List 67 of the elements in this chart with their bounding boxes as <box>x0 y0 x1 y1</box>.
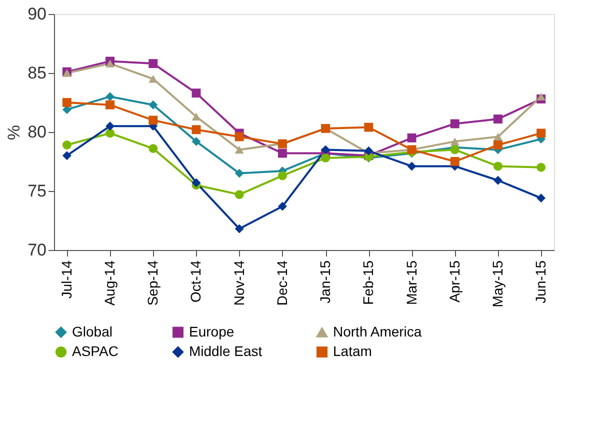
point <box>106 100 115 110</box>
point <box>234 146 244 154</box>
point <box>493 114 502 124</box>
x-tick-label: May-15 <box>489 260 506 308</box>
y-tick-label: 75 <box>28 182 46 200</box>
x-tick-label: Jul-14 <box>58 260 74 299</box>
point <box>234 190 244 200</box>
point <box>536 92 546 100</box>
x-tick-label: Oct-14 <box>188 260 204 303</box>
point <box>536 128 546 138</box>
point <box>192 178 201 188</box>
point <box>106 92 115 102</box>
legend-label: Europe <box>189 323 234 340</box>
point <box>450 138 460 146</box>
point <box>234 224 244 234</box>
point <box>364 122 374 132</box>
x-tick-label: Feb-15 <box>360 260 376 305</box>
x-tick-label: Jun-15 <box>532 260 549 304</box>
x-tick-label: Sep-14 <box>144 260 161 306</box>
x-tick-label: Aug-14 <box>102 260 118 306</box>
point <box>493 140 502 150</box>
point <box>192 88 201 98</box>
point <box>148 100 158 110</box>
y-tick-label: 85 <box>28 64 46 82</box>
legend-label: Global <box>72 323 112 340</box>
point <box>106 122 115 131</box>
point <box>148 59 158 68</box>
point <box>364 146 374 156</box>
y-tick-label: 90 <box>28 4 46 24</box>
point <box>450 145 460 154</box>
point <box>278 202 287 211</box>
point <box>192 136 201 146</box>
point <box>106 60 115 68</box>
x-tick-label: Jan-15 <box>317 260 334 304</box>
point <box>407 133 416 142</box>
y-axis-title: % <box>4 124 24 140</box>
y-tick-label: 80 <box>28 122 46 142</box>
point <box>536 162 546 172</box>
x-tick-label: Apr-15 <box>446 260 462 303</box>
point <box>62 140 72 150</box>
legend-label: Latam <box>333 343 372 359</box>
point <box>234 168 244 178</box>
legend-label: North America <box>333 324 422 340</box>
x-tick-label: Nov-14 <box>230 260 247 306</box>
point <box>493 176 502 185</box>
point <box>62 98 72 107</box>
point <box>278 148 287 158</box>
point <box>321 153 330 162</box>
point <box>407 162 416 171</box>
point <box>192 125 201 134</box>
legend-label: ASPAC <box>72 343 118 359</box>
point <box>321 145 330 154</box>
point <box>278 171 287 180</box>
point <box>234 132 244 142</box>
y-tick-label: 70 <box>28 240 46 260</box>
x-tick-label: Dec-14 <box>274 260 290 306</box>
point <box>536 194 546 203</box>
point <box>148 144 158 153</box>
point <box>493 132 502 141</box>
point <box>450 119 460 128</box>
point <box>106 128 115 138</box>
point <box>62 151 72 160</box>
x-tick-label: Mar-15 <box>403 260 420 305</box>
point <box>148 116 158 125</box>
point <box>450 157 460 166</box>
legend-label: Middle East <box>189 343 262 359</box>
point <box>493 162 502 171</box>
